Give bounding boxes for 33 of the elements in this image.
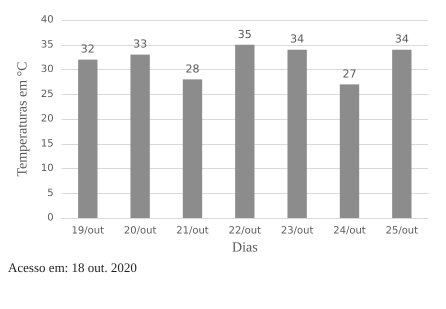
bar — [235, 44, 254, 218]
bar — [340, 84, 360, 218]
y-tick-label: 20 — [40, 114, 54, 124]
y-tick-label: 15 — [40, 138, 54, 150]
x-tick-label: 20/out — [124, 226, 156, 236]
y-tick-label: 0 — [47, 212, 54, 224]
bar — [392, 50, 412, 218]
data-label: 33 — [133, 38, 148, 51]
bar — [130, 54, 150, 218]
bar — [78, 60, 98, 218]
y-tick-label: 30 — [40, 64, 54, 75]
x-tick-label: 24/out — [333, 226, 366, 236]
x-tick-label: 22/out — [228, 226, 262, 236]
x-tick-label: 25/out — [386, 226, 418, 236]
x-tick-label: 19/out — [72, 226, 104, 236]
data-label: 35 — [238, 28, 252, 41]
data-label: 28 — [185, 62, 200, 76]
y-tick-label: 35 — [40, 39, 54, 50]
y-tick-label: 25 — [40, 88, 54, 100]
y-axis-title: Temperaturas em °C — [16, 61, 30, 177]
y-tick-label: 10 — [40, 163, 54, 174]
x-axis-title: Dias — [232, 240, 258, 256]
data-label: 32 — [80, 42, 95, 56]
y-tick-label: 5 — [47, 188, 54, 199]
data-label: 34 — [394, 32, 409, 46]
x-tick-label: 21/out — [176, 226, 209, 236]
bar — [287, 50, 307, 218]
y-tick-label: 40 — [40, 14, 54, 26]
x-tick-label: 23/out — [280, 226, 314, 236]
text: Acesso em: 18 out. 2020 — [8, 260, 138, 276]
data-label: 27 — [342, 67, 356, 80]
bar — [182, 79, 202, 218]
data-label: 34 — [290, 32, 304, 46]
